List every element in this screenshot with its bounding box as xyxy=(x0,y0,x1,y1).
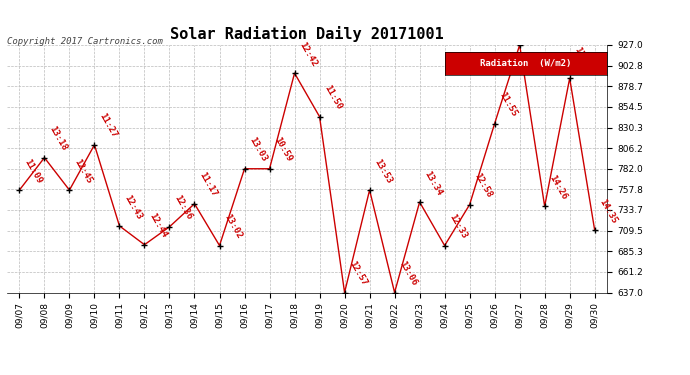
Text: 13:53: 13:53 xyxy=(373,157,394,185)
Text: 11:55: 11:55 xyxy=(497,91,519,118)
Text: 12:36: 12:36 xyxy=(172,194,194,222)
Text: 12:45: 12:45 xyxy=(72,157,94,185)
Text: 11:27: 11:27 xyxy=(97,112,119,140)
Text: 12:33: 12:33 xyxy=(448,213,469,240)
Text: 12:42: 12:42 xyxy=(297,40,319,68)
Text: 11:17: 11:17 xyxy=(197,171,219,199)
Text: 14:26: 14:26 xyxy=(548,173,569,201)
Text: 11:50: 11:50 xyxy=(322,84,344,112)
Text: 12:49: 12:49 xyxy=(573,45,594,73)
Text: 12:58: 12:58 xyxy=(473,172,494,200)
Text: 13:03: 13:03 xyxy=(248,136,268,164)
Text: 14:35: 14:35 xyxy=(598,197,619,225)
Text: 13:18: 13:18 xyxy=(48,125,68,153)
Text: 13:06: 13:06 xyxy=(397,260,419,287)
Text: 11:09: 11:09 xyxy=(22,157,43,185)
Text: 12:44: 12:44 xyxy=(148,212,168,240)
Text: 12:43: 12:43 xyxy=(122,193,144,221)
Text: Copyright 2017 Cartronics.com: Copyright 2017 Cartronics.com xyxy=(7,38,163,46)
Title: Solar Radiation Daily 20171001: Solar Radiation Daily 20171001 xyxy=(170,27,444,42)
Text: 10:59: 10:59 xyxy=(273,136,294,164)
Text: 12:57: 12:57 xyxy=(348,260,368,287)
Text: 13:34: 13:34 xyxy=(422,169,444,197)
Text: 13:02: 13:02 xyxy=(222,213,244,240)
